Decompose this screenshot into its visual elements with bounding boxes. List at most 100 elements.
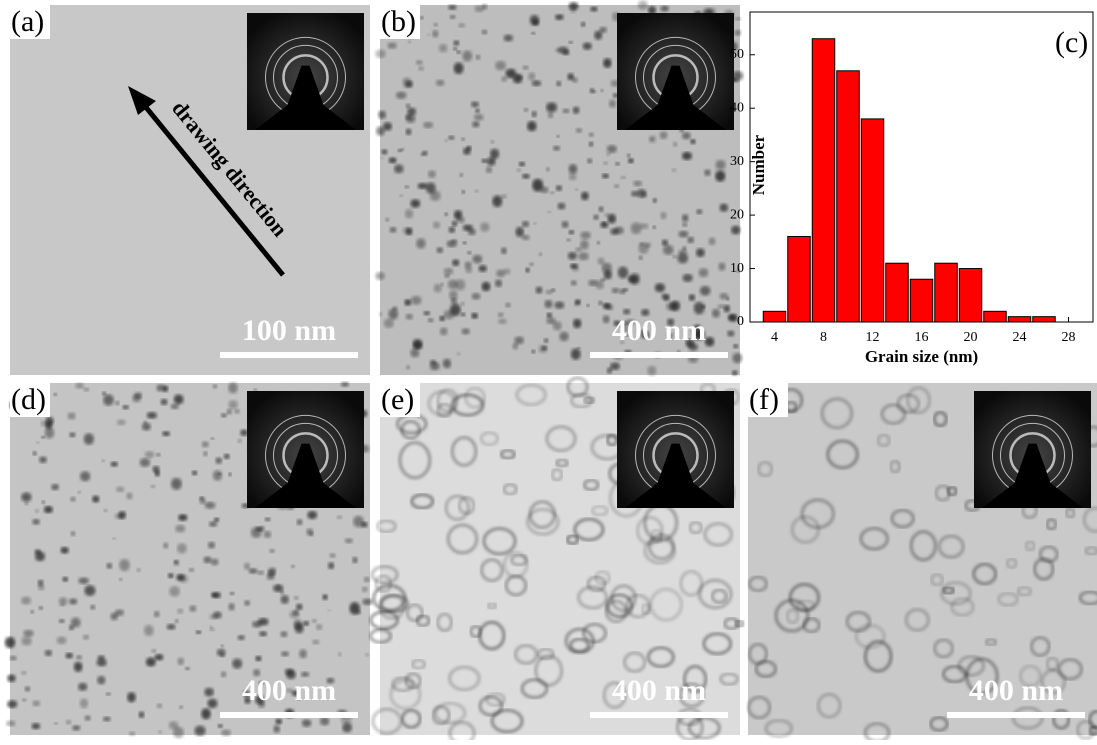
grain <box>119 559 130 571</box>
grain <box>569 173 577 180</box>
grain <box>580 231 591 239</box>
grain <box>210 628 215 631</box>
grain <box>406 314 413 320</box>
grain <box>513 74 523 84</box>
grain <box>178 514 187 521</box>
scale-bar-label: 400 nm <box>969 674 1063 707</box>
grain <box>32 519 40 525</box>
bar <box>861 119 884 322</box>
grain <box>423 122 433 128</box>
grain <box>453 47 457 50</box>
grain <box>602 263 612 273</box>
grain <box>312 640 319 645</box>
grain <box>416 60 423 65</box>
grain <box>475 189 478 192</box>
grain <box>559 332 569 342</box>
grain <box>142 423 151 431</box>
grain <box>62 577 68 582</box>
grain <box>385 218 389 222</box>
grain <box>461 302 464 306</box>
y-tick-label: 0 <box>737 314 744 329</box>
grain <box>575 247 582 251</box>
grain <box>615 162 620 165</box>
grain <box>178 575 188 583</box>
grain <box>492 195 502 207</box>
grain <box>244 600 250 606</box>
grain <box>427 34 430 36</box>
grain <box>227 409 232 415</box>
grain <box>532 111 537 117</box>
grain <box>152 466 159 473</box>
y-tick-label: 20 <box>730 207 744 222</box>
grain <box>84 433 94 445</box>
grain <box>291 565 295 568</box>
bar <box>1033 317 1056 322</box>
grain <box>401 148 404 151</box>
grain <box>699 268 709 277</box>
grain <box>389 157 397 163</box>
grain <box>83 388 89 392</box>
grain <box>189 568 194 572</box>
grain <box>548 112 553 118</box>
grain <box>41 436 45 439</box>
grain <box>683 274 693 282</box>
grain <box>256 527 262 532</box>
grain <box>474 114 484 121</box>
grain <box>413 341 422 349</box>
grain <box>328 609 331 611</box>
grain <box>115 401 119 405</box>
panel-label: (a) <box>11 5 44 38</box>
grain <box>269 549 274 553</box>
grain <box>32 700 40 706</box>
grain <box>174 561 177 564</box>
grain <box>476 55 481 60</box>
grain <box>444 139 447 142</box>
grain <box>67 412 75 419</box>
grain <box>631 191 638 197</box>
grain <box>312 619 317 623</box>
grain <box>439 316 444 322</box>
grain <box>218 724 223 728</box>
grain <box>136 568 140 572</box>
grain <box>162 431 170 436</box>
grain <box>90 605 95 610</box>
grain <box>660 131 668 139</box>
grain <box>735 17 740 21</box>
grain <box>677 253 688 264</box>
grain <box>501 247 507 254</box>
grain <box>22 699 26 702</box>
grain <box>642 192 647 197</box>
bar <box>812 39 835 322</box>
grain <box>330 553 336 558</box>
grain <box>462 190 465 193</box>
grain <box>601 89 604 92</box>
grain <box>406 104 410 108</box>
grain <box>80 471 90 481</box>
grain <box>653 226 656 229</box>
grain <box>472 255 482 264</box>
grain <box>501 194 506 198</box>
grain <box>168 573 174 578</box>
grain <box>522 221 529 227</box>
grain <box>39 457 47 463</box>
grain <box>424 311 430 315</box>
grain <box>580 240 589 250</box>
grain <box>627 154 630 158</box>
grain <box>259 631 267 636</box>
grain <box>571 348 581 360</box>
grain <box>221 644 224 647</box>
grain <box>167 624 176 630</box>
grain <box>201 708 210 719</box>
grain <box>629 273 640 285</box>
grain <box>569 230 575 234</box>
grain <box>467 251 471 254</box>
grain <box>603 303 611 309</box>
grain <box>341 382 349 387</box>
grain <box>546 317 556 324</box>
grain <box>504 34 514 41</box>
grain <box>264 531 271 538</box>
grain <box>7 700 17 708</box>
x-tick-label: 12 <box>866 330 880 345</box>
grain <box>35 509 39 513</box>
grain <box>158 730 162 733</box>
